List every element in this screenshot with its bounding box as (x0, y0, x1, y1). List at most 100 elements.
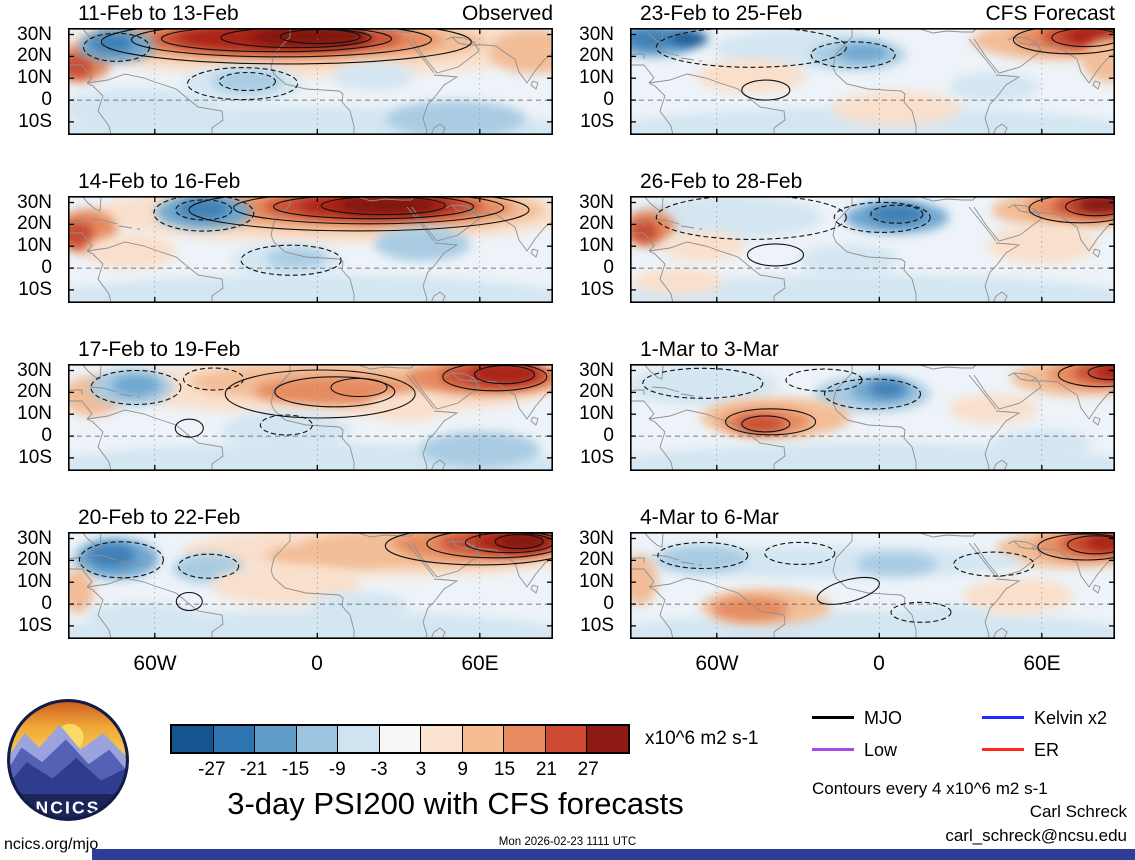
author-credit: Carl Schreck (1029, 802, 1127, 821)
y-tick-label: 10S (580, 278, 614, 300)
y-tick-label: 10N (579, 403, 614, 425)
map-panel-forecast-2: 26-Feb to 28-Feb 30N 20N 10N 0 10S (562, 170, 1129, 310)
legend-label: ER (1034, 740, 1060, 760)
panel-date-label: 1-Mar to 3-Mar (640, 338, 779, 361)
y-tick-label: 0 (41, 257, 52, 279)
legend-label: MJO (864, 708, 902, 728)
y-axis-labels: 30N 20N 10N 0 10S (0, 192, 60, 303)
colorbar-cell (420, 726, 462, 752)
y-tick-label: 20N (17, 45, 52, 67)
colorbar-tick-label: 27 (577, 759, 599, 780)
colorbar-cells (170, 724, 630, 754)
y-tick-label: 10S (580, 614, 614, 636)
panel-date-label: 17-Feb to 19-Feb (78, 338, 241, 361)
y-tick-label: 30N (579, 527, 614, 549)
y-tick-label: 20N (579, 381, 614, 403)
colorbar-tick-label: -21 (239, 759, 268, 780)
map-panel-forecast-4: 4-Mar to 6-Mar 30N 20N 10N 0 10S (562, 506, 1129, 646)
y-tick-label: 10N (579, 571, 614, 593)
column-header-cfs-forecast: CFS Forecast (985, 2, 1115, 25)
y-tick-label: 0 (603, 425, 614, 447)
map-plot (630, 532, 1115, 639)
panel-date-label: 23-Feb to 25-Feb (640, 2, 803, 25)
colorbar-tick-label: 9 (457, 759, 468, 780)
map-plot (630, 28, 1115, 135)
colorbar-tick-label: -9 (328, 759, 346, 780)
map-panel-observed-2: 14-Feb to 16-Feb 30N 20N 10N 0 10S (0, 170, 567, 310)
map-plot (630, 364, 1115, 471)
colorbar: -27 -21 -15 -9 -3 3 9 15 21 27 (170, 724, 630, 783)
x-tick-label: 60W (133, 652, 177, 675)
colorbar-cell (586, 726, 629, 752)
kelvin-line-icon (982, 716, 1024, 720)
y-tick-label: 0 (603, 593, 614, 615)
y-tick-label: 20N (579, 45, 614, 67)
panel-date-label: 4-Mar to 6-Mar (640, 506, 779, 529)
y-tick-label: 30N (579, 191, 614, 213)
colorbar-cell (212, 726, 255, 752)
colorbar-cell (254, 726, 296, 752)
colorbar-tick-label: -3 (370, 759, 388, 780)
panel-date-label: 11-Feb to 13-Feb (78, 2, 239, 25)
map-plot (68, 532, 553, 639)
y-tick-label: 0 (603, 257, 614, 279)
y-tick-label: 10S (18, 614, 52, 636)
map-plot (68, 196, 553, 303)
colorbar-units-label: x10^6 m2 s-1 (645, 728, 759, 749)
y-tick-label: 10N (17, 403, 52, 425)
map-panel-forecast-1: 23-Feb to 25-Feb CFS Forecast 30N 20N 10N 0… (562, 2, 1129, 142)
x-tick-label: 0 (873, 652, 885, 675)
y-tick-label: 10N (17, 235, 52, 257)
colorbar-cell (337, 726, 379, 752)
footer-bar (92, 849, 1135, 860)
x-tick-label: 60W (695, 652, 739, 675)
y-tick-label: 0 (603, 89, 614, 111)
y-axis-labels: 30N 20N 10N 0 10S (0, 24, 60, 135)
y-tick-label: 10N (579, 235, 614, 257)
map-plot (68, 364, 553, 471)
legend-item-low: Low (812, 740, 897, 761)
y-tick-label: 0 (41, 425, 52, 447)
author-email: carl_schreck@ncsu.edu (945, 826, 1127, 845)
colorbar-cell (295, 726, 338, 752)
y-tick-label: 20N (17, 381, 52, 403)
y-tick-label: 20N (17, 549, 52, 571)
panel-date-label: 26-Feb to 28-Feb (640, 170, 803, 193)
y-tick-label: 30N (17, 527, 52, 549)
y-tick-label: 30N (579, 23, 614, 45)
legend-item-kelvin: Kelvin x2 (982, 708, 1107, 729)
y-tick-label: 10S (18, 446, 52, 468)
y-tick-label: 0 (41, 593, 52, 615)
colorbar-cell (172, 726, 213, 752)
x-axis-labels-left: 60W 0 60E (68, 652, 553, 680)
y-tick-label: 30N (17, 23, 52, 45)
y-axis-labels: 30N 20N 10N 0 10S (562, 192, 622, 303)
column-header-observed: Observed (461, 2, 553, 25)
map-panel-observed-4: 20-Feb to 22-Feb 30N 20N 10N 0 10S (0, 506, 567, 646)
colorbar-cell (461, 726, 504, 752)
y-tick-label: 0 (41, 89, 52, 111)
generation-timestamp: Mon 2026-02-23 1111 UTC (498, 836, 637, 848)
ncics-logo: NCICS (6, 698, 130, 822)
x-axis-labels-right: 60W 0 60E (630, 652, 1115, 680)
colorbar-tick-label: 21 (535, 759, 557, 780)
map-panel-forecast-3: 1-Mar to 3-Mar 30N 20N 10N 0 10S (562, 338, 1129, 478)
y-axis-labels: 30N 20N 10N 0 10S (0, 528, 60, 639)
colorbar-tick-label: 15 (493, 759, 516, 780)
y-tick-label: 30N (579, 359, 614, 381)
contour-interval-note: Contours every 4 x10^6 m2 s-1 (812, 779, 1048, 798)
colorbar-tick-labels: -27 -21 -15 -9 -3 3 9 15 21 27 (170, 759, 630, 783)
low-line-icon (812, 748, 854, 752)
map-panel-observed-3: 17-Feb to 19-Feb 30N 20N 10N 0 10S (0, 338, 567, 478)
map-plot (630, 196, 1115, 303)
x-tick-label: 0 (311, 652, 323, 675)
y-tick-label: 20N (579, 213, 614, 235)
legend-label: Low (864, 740, 898, 760)
mjo-line-icon (812, 716, 854, 720)
legend-item-mjo: MJO (812, 708, 902, 729)
legend-item-er: ER (982, 740, 1059, 761)
y-tick-label: 10N (17, 67, 52, 89)
colorbar-cell (544, 726, 587, 752)
site-url: ncics.org/mjo (4, 836, 99, 853)
